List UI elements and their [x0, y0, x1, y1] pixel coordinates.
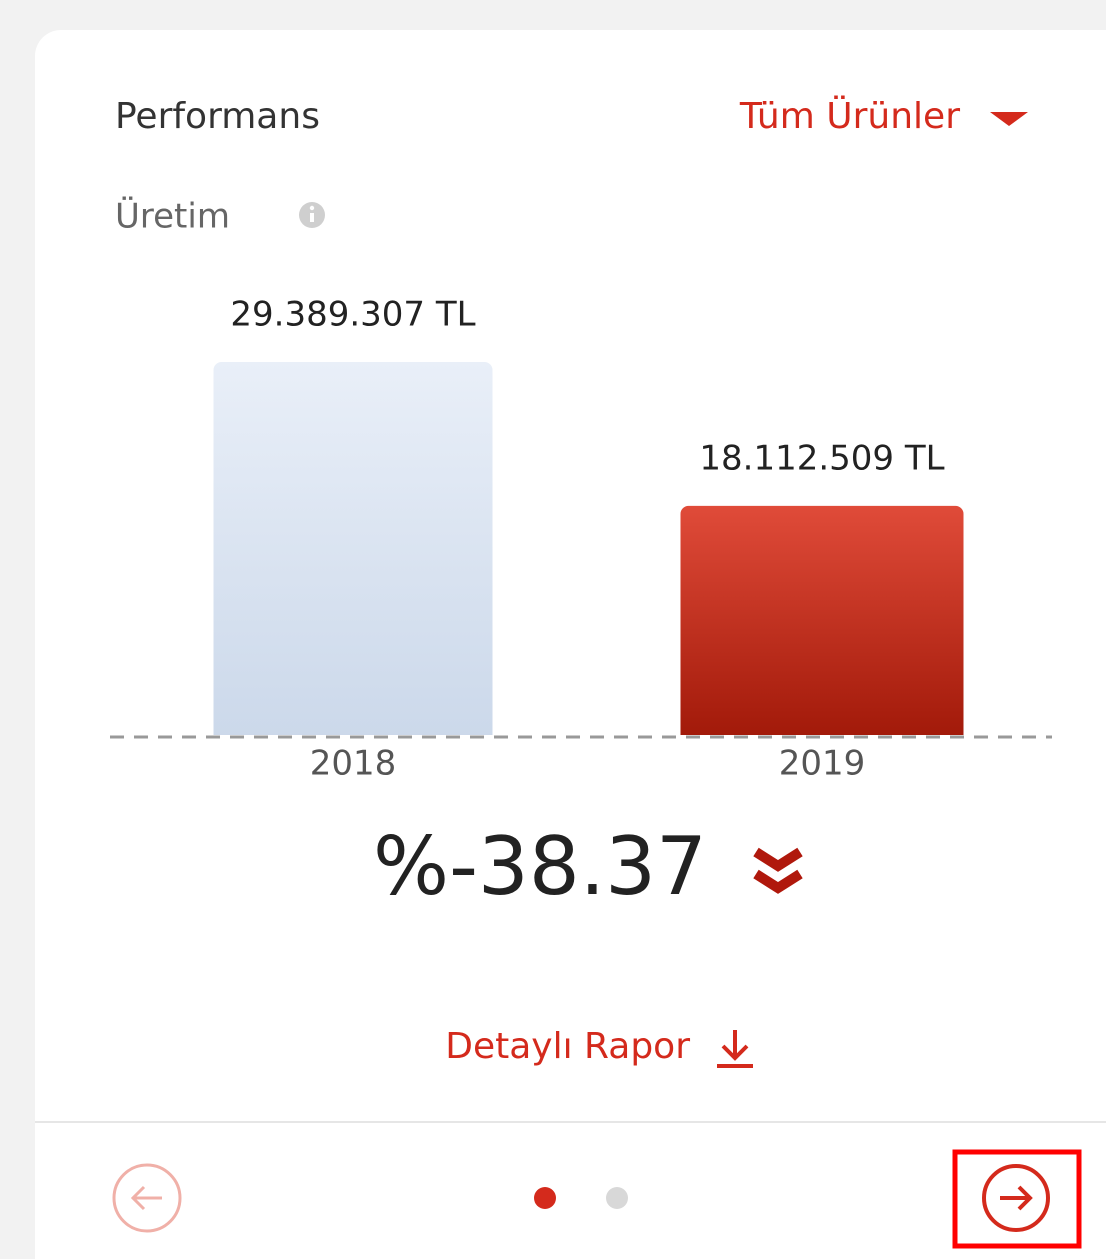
bar [213, 362, 493, 743]
change-value: %-38.37 [373, 820, 707, 913]
metric-label: Üretim [115, 196, 230, 237]
page-dot[interactable] [606, 1187, 628, 1209]
highlight-box [952, 1149, 1082, 1249]
download-icon[interactable] [717, 1030, 753, 1068]
bar-chart: 29.389.307 TL 2018 18.112.509 TL 2019 [213, 295, 964, 784]
bar [680, 505, 964, 743]
filter-label[interactable]: Tüm Ürünler [739, 95, 960, 137]
bar-foot [213, 735, 493, 745]
x-tick-label: 2018 [310, 744, 397, 784]
report-label[interactable]: Detaylı Rapor [445, 1026, 690, 1067]
value-label: 18.112.509 TL [699, 438, 944, 478]
next-button[interactable] [982, 1164, 1050, 1232]
info-icon[interactable] [299, 202, 325, 228]
value-label: 29.389.307 TL [230, 295, 475, 335]
down-chevrons [753, 847, 803, 894]
report-link[interactable]: Detaylı Rapor [445, 1026, 753, 1068]
x-tick-label: 2019 [779, 744, 866, 784]
card [35, 30, 1106, 1259]
filter-dropdown[interactable]: Tüm Ürünler [739, 95, 1028, 137]
prev-button[interactable] [112, 1163, 182, 1233]
bar-foot [680, 735, 964, 745]
dropdown-caret[interactable] [990, 112, 1028, 126]
card-title: Performans [115, 96, 320, 137]
page-dot-active[interactable] [534, 1187, 556, 1209]
